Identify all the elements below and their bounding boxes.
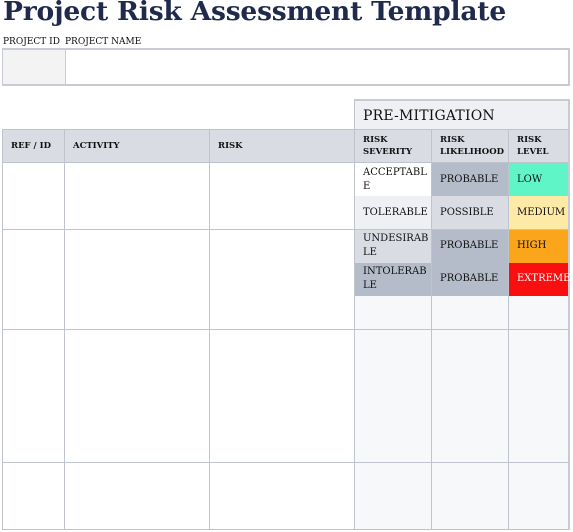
table-cell-activity[interactable] [65, 196, 210, 231]
header-risk: RISK [210, 130, 355, 163]
header-risk-severity: RISK SEVERITY [355, 130, 432, 163]
table-cell-risk[interactable] [210, 329, 355, 364]
table-cell-ref-id[interactable] [2, 196, 65, 231]
table-cell-risk-level[interactable]: EXTREME [509, 262, 570, 297]
divider [2, 84, 570, 86]
project-name-field[interactable] [65, 50, 570, 84]
table-cell-risk-severity[interactable]: ACCEPTABLE [355, 163, 432, 197]
table-cell-risk-level[interactable] [509, 329, 570, 364]
table-cell-risk-likelihood[interactable]: PROBABLE [432, 163, 509, 197]
table-cell-risk[interactable] [210, 163, 355, 197]
table-cell-risk-severity[interactable] [355, 296, 432, 331]
table-cell-activity[interactable] [65, 462, 210, 497]
divider [2, 129, 570, 130]
table-cell-ref-id[interactable] [2, 262, 65, 297]
table-cell-ref-id[interactable] [2, 429, 65, 464]
table-cell-risk-level[interactable] [509, 296, 570, 331]
table-cell-ref-id[interactable] [2, 362, 65, 397]
table-cell-activity[interactable] [65, 262, 210, 297]
table-cell-risk-severity[interactable]: INTOLERABLE [355, 262, 432, 297]
table-cell-risk-level[interactable]: LOW [509, 163, 570, 197]
table-cell-risk-likelihood[interactable]: POSSIBLE [432, 196, 509, 231]
table-cell-risk[interactable] [210, 296, 355, 331]
table-cell-risk[interactable] [210, 229, 355, 264]
table-cell-risk[interactable] [210, 262, 355, 297]
header-ref-id: REF / ID [2, 130, 65, 163]
table-cell-risk-severity[interactable] [355, 496, 432, 530]
table-cell-risk-level[interactable] [509, 496, 570, 530]
header-activity: ACTIVITY [65, 130, 210, 163]
table-cell-activity[interactable] [65, 396, 210, 431]
project-id-field[interactable] [2, 50, 65, 84]
table-cell-risk-level[interactable] [509, 396, 570, 431]
table-cell-risk-likelihood[interactable] [432, 462, 509, 497]
table-cell-risk-level[interactable] [509, 429, 570, 464]
table-cell-risk-severity[interactable] [355, 462, 432, 497]
table-cell-activity[interactable] [65, 163, 210, 197]
header-risk-level: RISK LEVEL [509, 130, 570, 163]
header-risk-likelihood: RISK LIKELIHOOD [432, 130, 509, 163]
table-cell-activity[interactable] [65, 362, 210, 397]
table-cell-risk-level[interactable] [509, 362, 570, 397]
pre-mitigation-heading: PRE-MITIGATION [354, 99, 570, 130]
table-cell-risk-severity[interactable]: UNDESIRABLE [355, 229, 432, 264]
table-cell-risk-likelihood[interactable] [432, 396, 509, 431]
table-cell-risk-likelihood[interactable] [432, 429, 509, 464]
table-cell-ref-id[interactable] [2, 229, 65, 264]
project-name-label: PROJECT NAME [65, 37, 142, 47]
table-cell-activity[interactable] [65, 496, 210, 530]
table-cell-risk-likelihood[interactable]: PROBABLE [432, 262, 509, 297]
project-id-label: PROJECT ID [3, 37, 60, 47]
table-cell-risk-level[interactable]: HIGH [509, 229, 570, 264]
table-cell-risk[interactable] [210, 396, 355, 431]
table-cell-risk-severity[interactable]: TOLERABLE [355, 196, 432, 231]
table-cell-ref-id[interactable] [2, 396, 65, 431]
table-cell-activity[interactable] [65, 329, 210, 364]
table-cell-risk-likelihood[interactable] [432, 329, 509, 364]
table-cell-risk[interactable] [210, 196, 355, 231]
table-cell-risk-likelihood[interactable] [432, 296, 509, 331]
table-cell-activity[interactable] [65, 429, 210, 464]
table-cell-ref-id[interactable] [2, 329, 65, 364]
table-cell-ref-id[interactable] [2, 163, 65, 197]
table-cell-risk-severity[interactable] [355, 396, 432, 431]
table-cell-ref-id[interactable] [2, 462, 65, 497]
page-title: Project Risk Assessment Template [3, 0, 506, 27]
table-cell-risk-severity[interactable] [355, 329, 432, 364]
table-cell-risk[interactable] [210, 362, 355, 397]
divider [2, 48, 570, 50]
table-cell-risk[interactable] [210, 462, 355, 497]
table-cell-risk[interactable] [210, 429, 355, 464]
table-cell-risk-likelihood[interactable]: PROBABLE [432, 229, 509, 264]
table-cell-activity[interactable] [65, 296, 210, 331]
table-cell-risk-likelihood[interactable] [432, 496, 509, 530]
table-cell-ref-id[interactable] [2, 496, 65, 530]
table-cell-risk-severity[interactable] [355, 362, 432, 397]
table-cell-risk-level[interactable] [509, 462, 570, 497]
table-cell-risk-level[interactable]: MEDIUM [509, 196, 570, 231]
table-cell-risk-likelihood[interactable] [432, 362, 509, 397]
table-cell-ref-id[interactable] [2, 296, 65, 331]
table-cell-risk[interactable] [210, 496, 355, 530]
table-cell-risk-severity[interactable] [355, 429, 432, 464]
table-cell-activity[interactable] [65, 229, 210, 264]
